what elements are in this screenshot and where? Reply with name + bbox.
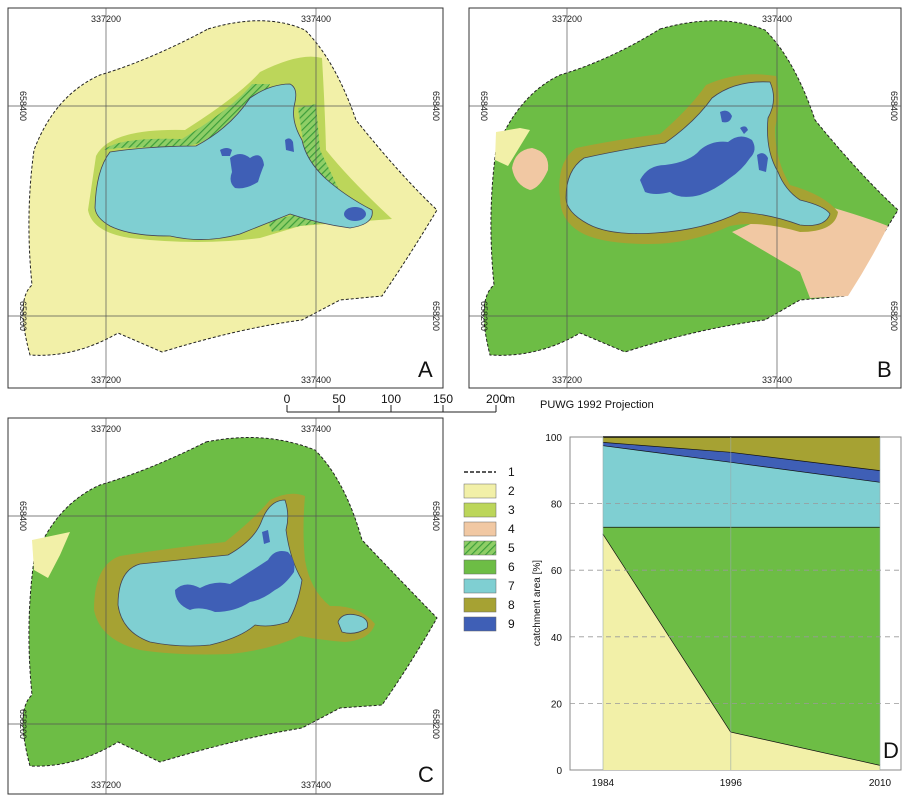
y-tick-a-2: 658200: [18, 301, 28, 331]
legend: 1 2 3 4 5 6 7 8 9: [463, 465, 515, 632]
x-tick-b-2: 337400: [762, 14, 792, 24]
y-tick-c-1: 658400: [18, 501, 28, 531]
legend-label-3: 3: [508, 503, 515, 517]
y-tick-label: 40: [551, 633, 563, 644]
water-9-b3: [757, 153, 768, 172]
zone-5-a2: [298, 104, 340, 196]
scale-label-0: 0: [284, 392, 291, 406]
panel-a: 337200 337400 337200 337400 658400 65820…: [7, 7, 444, 389]
y-tick-b-2: 658200: [479, 301, 489, 331]
x-tick-label: 2010: [869, 778, 892, 789]
x-tick-a-4: 337400: [301, 375, 331, 385]
panel-label-c: C: [418, 762, 434, 787]
y-tick-a-4: 658200: [431, 301, 441, 331]
chart-grid: [570, 503, 901, 704]
area-band-1: [603, 533, 880, 770]
water-9-a3: [285, 138, 294, 152]
x-tick-c-2: 337400: [301, 424, 331, 434]
y-axis-label: catchment area [%]: [532, 560, 543, 646]
x-tick-b-1: 337200: [552, 14, 582, 24]
water-9-a1: [230, 154, 264, 189]
water-9-a2: [220, 148, 232, 156]
y-tick-c-3: 658400: [431, 501, 441, 531]
x-tick-a-2: 337400: [301, 14, 331, 24]
x-tick-c-4: 337400: [301, 780, 331, 790]
zone-4-b1: [512, 148, 549, 190]
legend-label-8: 8: [508, 598, 515, 612]
y-tick-b-3: 658400: [889, 91, 899, 121]
legend-swatch-7: [463, 578, 497, 594]
y-tick-label: 100: [545, 433, 562, 444]
projection-label: PUWG 1992 Projection: [540, 399, 654, 411]
y-tick-c-4: 658200: [431, 709, 441, 739]
scale-unit: m: [505, 392, 515, 406]
legend-swatch-2: [463, 483, 497, 499]
legend-label-1: 1: [508, 465, 515, 479]
legend-label-9: 9: [508, 617, 515, 631]
area-band-4: [603, 441, 880, 482]
legend-swatch-3: [463, 502, 497, 518]
x-tick-label: 1996: [720, 778, 743, 789]
legend-swatch-9: [463, 616, 497, 632]
chart-areas: [602, 436, 881, 770]
legend-label-4: 4: [508, 522, 515, 536]
y-tick-b-4: 658200: [889, 301, 899, 331]
y-tick-label: 80: [551, 500, 563, 511]
scale-label-200: 200: [486, 392, 506, 406]
water-9-c1: [175, 551, 295, 612]
legend-swatch-8: [463, 597, 497, 613]
area-band-3: [603, 445, 880, 527]
zone-2-c: [32, 532, 70, 578]
y-tick-label: 20: [551, 699, 563, 710]
legend-label-2: 2: [508, 484, 515, 498]
y-tick-a-1: 658400: [18, 91, 28, 121]
panel-b: 337200 337400 337200 337400 658400 65820…: [468, 7, 902, 389]
panel-label-b: B: [877, 357, 892, 382]
scale-label-150: 150: [433, 392, 453, 406]
y-tick-b-1: 658400: [479, 91, 489, 121]
x-tick-label: 1984: [592, 778, 615, 789]
y-tick-a-3: 658400: [431, 91, 441, 121]
water-9-b1: [640, 136, 755, 197]
legend-swatch-6: [463, 559, 497, 575]
lake-c: [117, 499, 303, 647]
x-tick-c-3: 337200: [91, 780, 121, 790]
panel-c: 337200 337400 337200 337400 658400 65820…: [7, 417, 444, 795]
area-band-2: [603, 526, 880, 766]
legend-swatch-4: [463, 521, 497, 537]
x-tick-a-1: 337200: [91, 14, 121, 24]
water-9-b4: [740, 126, 748, 134]
chart-ticks: 0 20 40 60 80 100 1984 1996 2010: [545, 433, 891, 789]
legend-label-5: 5: [508, 541, 515, 555]
legend-label-6: 6: [508, 560, 515, 574]
y-tick-c-2: 658200: [18, 709, 28, 739]
panel-d-chart: 0 20 40 60 80 100 1984 1996 2010 catchment area …: [532, 433, 902, 789]
scale-label-50: 50: [332, 392, 346, 406]
area-band-5: [603, 437, 880, 471]
lake-c2: [337, 613, 368, 634]
x-tick-c-1: 337200: [91, 424, 121, 434]
y-tick-label: 0: [556, 766, 562, 777]
water-9-a4: [344, 207, 366, 221]
panel-label-a: A: [418, 357, 433, 382]
panel-label-d: D: [883, 738, 899, 763]
water-9-b2: [720, 110, 732, 123]
x-tick-a-3: 337200: [91, 375, 121, 385]
scale-label-100: 100: [381, 392, 401, 406]
zone-2-b: [495, 128, 530, 166]
water-9-c2: [262, 530, 270, 544]
legend-swatch-5: [463, 540, 497, 556]
y-tick-label: 60: [551, 566, 563, 577]
scale-bar: 0 50 100 150 200 m PUWG 1992 Projection: [284, 392, 654, 413]
x-tick-b-3: 337200: [552, 375, 582, 385]
legend-label-7: 7: [508, 579, 515, 593]
x-tick-b-4: 337400: [762, 375, 792, 385]
